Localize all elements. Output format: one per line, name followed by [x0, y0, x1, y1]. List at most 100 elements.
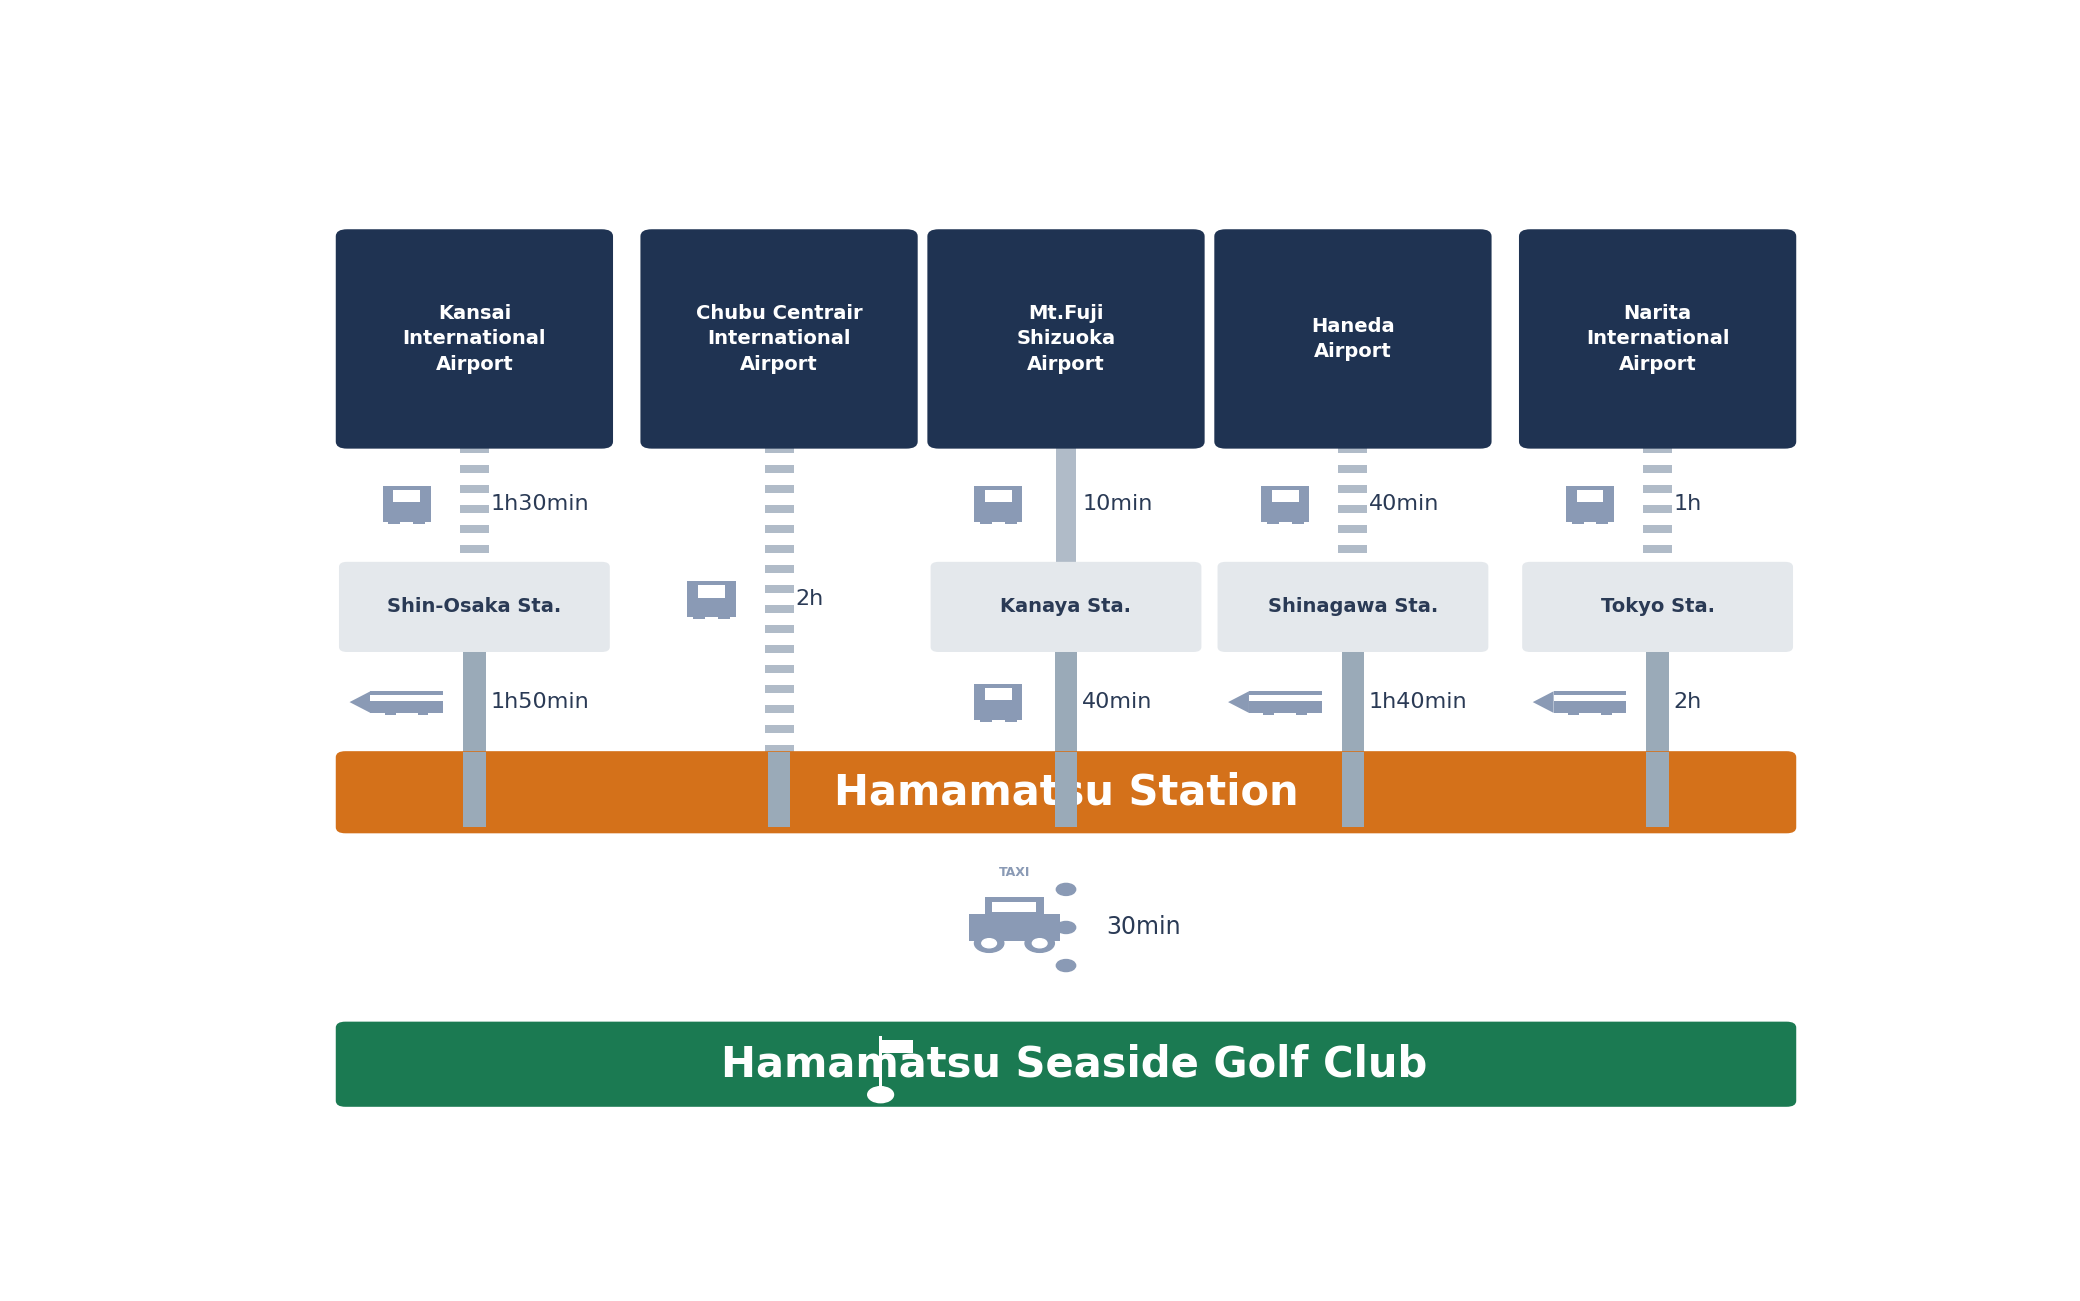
- Bar: [1577, 489, 1604, 502]
- Bar: [1260, 487, 1310, 522]
- Bar: [699, 585, 724, 597]
- Text: 30min: 30min: [1107, 916, 1181, 939]
- Bar: [460, 505, 489, 513]
- Bar: [765, 505, 795, 513]
- Text: Kanaya Sta.: Kanaya Sta.: [1000, 597, 1132, 617]
- FancyBboxPatch shape: [1215, 229, 1491, 449]
- Bar: [882, 1041, 913, 1053]
- Bar: [765, 624, 795, 634]
- FancyBboxPatch shape: [930, 562, 1202, 652]
- Bar: [986, 489, 1011, 502]
- FancyBboxPatch shape: [335, 751, 1797, 834]
- Circle shape: [1057, 921, 1075, 934]
- Text: TAXI: TAXI: [998, 866, 1030, 879]
- Bar: [1342, 752, 1364, 827]
- Bar: [1643, 545, 1672, 553]
- FancyBboxPatch shape: [1518, 229, 1797, 449]
- Bar: [1554, 691, 1627, 713]
- Bar: [765, 485, 795, 493]
- Bar: [370, 695, 443, 701]
- Bar: [765, 545, 795, 553]
- Text: 2h: 2h: [1674, 692, 1701, 712]
- Text: Kansai
International
Airport: Kansai International Airport: [404, 303, 547, 375]
- Bar: [389, 520, 401, 524]
- Bar: [973, 684, 1023, 721]
- Circle shape: [973, 934, 1005, 952]
- Bar: [393, 489, 420, 502]
- Polygon shape: [1533, 691, 1554, 713]
- Bar: [460, 485, 489, 493]
- Bar: [765, 605, 795, 613]
- Bar: [980, 520, 992, 524]
- Text: Hamamatsu Seaside Golf Club: Hamamatsu Seaside Golf Club: [722, 1043, 1427, 1085]
- Bar: [1337, 485, 1367, 493]
- Bar: [980, 718, 992, 722]
- Bar: [765, 686, 795, 693]
- Text: Chubu Centrair
International
Airport: Chubu Centrair International Airport: [695, 303, 863, 375]
- FancyBboxPatch shape: [335, 1021, 1797, 1107]
- Bar: [1057, 445, 1075, 563]
- FancyBboxPatch shape: [339, 562, 609, 652]
- Bar: [973, 487, 1023, 522]
- Bar: [765, 665, 795, 673]
- Text: 2h: 2h: [795, 589, 824, 609]
- Bar: [460, 445, 489, 453]
- Bar: [765, 464, 795, 472]
- Text: 1h50min: 1h50min: [491, 692, 589, 712]
- Bar: [418, 712, 428, 714]
- Bar: [383, 487, 431, 522]
- FancyBboxPatch shape: [335, 229, 614, 449]
- Bar: [1647, 752, 1668, 827]
- Bar: [765, 645, 795, 653]
- Bar: [1263, 712, 1275, 714]
- Text: 1h: 1h: [1674, 494, 1701, 514]
- FancyBboxPatch shape: [1217, 562, 1489, 652]
- Polygon shape: [1227, 691, 1248, 713]
- Bar: [1273, 489, 1298, 502]
- Bar: [765, 445, 795, 453]
- Polygon shape: [349, 691, 370, 713]
- Text: 1h40min: 1h40min: [1369, 692, 1468, 712]
- Bar: [768, 752, 790, 827]
- Bar: [1643, 485, 1672, 493]
- Text: 1h30min: 1h30min: [491, 494, 589, 514]
- Bar: [1568, 712, 1579, 714]
- Bar: [969, 915, 1059, 941]
- Text: 40min: 40min: [1369, 494, 1439, 514]
- Bar: [1572, 520, 1583, 524]
- Circle shape: [1025, 934, 1055, 952]
- Text: 10min: 10min: [1082, 494, 1152, 514]
- Text: Narita
International
Airport: Narita International Airport: [1585, 303, 1728, 375]
- Text: 40min: 40min: [1082, 692, 1152, 712]
- Bar: [1337, 524, 1367, 533]
- Bar: [464, 752, 487, 827]
- Bar: [1296, 712, 1306, 714]
- Bar: [1055, 650, 1077, 755]
- Bar: [1337, 445, 1367, 453]
- Bar: [1643, 445, 1672, 453]
- Bar: [765, 524, 795, 533]
- Bar: [460, 464, 489, 472]
- Bar: [765, 745, 795, 753]
- Bar: [1005, 718, 1017, 722]
- Circle shape: [1057, 883, 1075, 895]
- Text: Shinagawa Sta.: Shinagawa Sta.: [1269, 597, 1437, 617]
- Bar: [1337, 464, 1367, 472]
- Bar: [1595, 520, 1608, 524]
- Bar: [1643, 524, 1672, 533]
- Text: Haneda
Airport: Haneda Airport: [1310, 316, 1396, 362]
- Circle shape: [1057, 960, 1075, 972]
- Bar: [1643, 464, 1672, 472]
- Text: Shin-Osaka Sta.: Shin-Osaka Sta.: [387, 597, 562, 617]
- Bar: [1554, 695, 1627, 701]
- Bar: [693, 615, 705, 619]
- Bar: [385, 712, 395, 714]
- Bar: [1643, 505, 1672, 513]
- Bar: [1005, 520, 1017, 524]
- Bar: [1248, 695, 1321, 701]
- Bar: [765, 725, 795, 734]
- Bar: [986, 688, 1011, 700]
- Circle shape: [1032, 939, 1046, 948]
- Bar: [880, 1036, 882, 1093]
- Text: Hamamatsu Station: Hamamatsu Station: [834, 771, 1298, 813]
